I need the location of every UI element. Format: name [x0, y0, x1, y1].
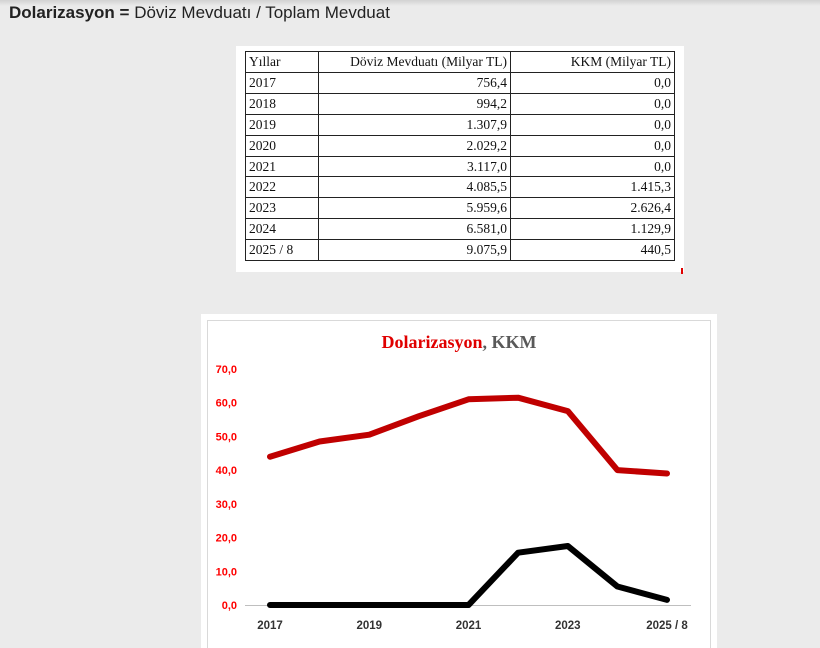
table-card: Yıllar Döviz Mevduatı (Milyar TL) KKM (M… — [236, 46, 684, 272]
table-row: 2019 1.307,9 0,0 — [245, 113, 675, 136]
x-tick-label: 2021 — [456, 620, 482, 632]
x-tick-label: 2023 — [555, 620, 581, 632]
header-year: Yıllar — [245, 51, 319, 73]
table-row: 2024 6.581,0 1.129,9 — [245, 218, 675, 241]
header-fx-deposit: Döviz Mevduatı (Milyar TL) — [318, 51, 511, 73]
series-line-dolarizasyon — [267, 394, 670, 477]
y-tick-label: 70,0 — [216, 364, 237, 376]
chart-frame — [207, 320, 711, 648]
cell-kkm: 1.415,3 — [510, 176, 675, 199]
cell-year: 2020 — [245, 134, 319, 157]
y-tick-label: 60,0 — [216, 398, 237, 410]
chart-title-dolarizasyon: Dolarizasyon — [382, 332, 483, 352]
cell-fx-deposit: 9.075,9 — [318, 239, 511, 262]
chart-title: Dolarizasyon, KKM — [382, 332, 537, 352]
cell-year: 2017 — [245, 71, 319, 94]
table-header-row: Yıllar Döviz Mevduatı (Milyar TL) KKM (M… — [245, 51, 675, 73]
x-tick-label: 2025 / 8 — [646, 620, 688, 632]
cell-year: 2018 — [245, 92, 319, 115]
deposit-table: Yıllar Döviz Mevduatı (Milyar TL) KKM (M… — [245, 51, 675, 262]
cell-kkm: 0,0 — [510, 113, 675, 136]
table-row: 2017 756,4 0,0 — [245, 71, 675, 94]
cell-kkm: 0,0 — [510, 155, 675, 178]
cell-year: 2022 — [245, 176, 319, 199]
chart-title-kkm: , KKM — [483, 332, 537, 352]
cell-kkm: 1.129,9 — [510, 218, 675, 241]
cell-fx-deposit: 6.581,0 — [318, 218, 511, 241]
cell-fx-deposit: 1.307,9 — [318, 113, 511, 136]
header-kkm: KKM (Milyar TL) — [510, 51, 675, 73]
table-row: 2021 3.117,0 0,0 — [245, 155, 675, 178]
cell-year: 2025 / 8 — [245, 239, 319, 262]
top-shadow — [0, 0, 820, 6]
cell-kkm: 0,0 — [510, 134, 675, 157]
y-tick-label: 20,0 — [216, 533, 237, 545]
cell-year: 2024 — [245, 218, 319, 241]
y-tick-label: 10,0 — [216, 566, 237, 578]
y-tick-label: 40,0 — [216, 465, 237, 477]
cell-year: 2023 — [245, 197, 319, 220]
cell-fx-deposit: 994,2 — [318, 92, 511, 115]
heading-bold: Dolarizasyon = — [9, 3, 130, 22]
cell-fx-deposit: 4.085,5 — [318, 176, 511, 199]
y-tick-label: 50,0 — [216, 431, 237, 443]
page-heading: Dolarizasyon = Döviz Mevduatı / Toplam M… — [9, 3, 390, 23]
cell-kkm: 0,0 — [510, 92, 675, 115]
cell-fx-deposit: 756,4 — [318, 71, 511, 94]
heading-formula: Döviz Mevduatı / Toplam Mevduat — [129, 3, 390, 22]
y-tick-label: 0,0 — [222, 600, 237, 612]
cell-fx-deposit: 3.117,0 — [318, 155, 511, 178]
table-row: 2018 994,2 0,0 — [245, 92, 675, 115]
red-marker — [681, 268, 683, 274]
table-row: 2025 / 8 9.075,9 440,5 — [245, 239, 675, 262]
cell-kkm: 440,5 — [510, 239, 675, 262]
table-row: 2022 4.085,5 1.415,3 — [245, 176, 675, 199]
table-row: 2023 5.959,6 2.626,4 — [245, 197, 675, 220]
x-tick-label: 2019 — [356, 620, 382, 632]
cell-year: 2021 — [245, 155, 319, 178]
x-tick-label: 2017 — [257, 620, 283, 632]
chart-card: Dolarizasyon, KKM 0,0 10,0 20,0 30,0 40,0 50,0… — [201, 314, 717, 648]
line-chart: Dolarizasyon, KKM 0,0 10,0 20,0 30,0 40,0 50,0… — [216, 332, 691, 632]
y-tick-label: 30,0 — [216, 499, 237, 511]
series-line-kkm — [267, 543, 670, 608]
cell-year: 2019 — [245, 113, 319, 136]
cell-fx-deposit: 5.959,6 — [318, 197, 511, 220]
cell-fx-deposit: 2.029,2 — [318, 134, 511, 157]
table-row: 2020 2.029,2 0,0 — [245, 134, 675, 157]
cell-kkm: 0,0 — [510, 71, 675, 94]
cell-kkm: 2.626,4 — [510, 197, 675, 220]
